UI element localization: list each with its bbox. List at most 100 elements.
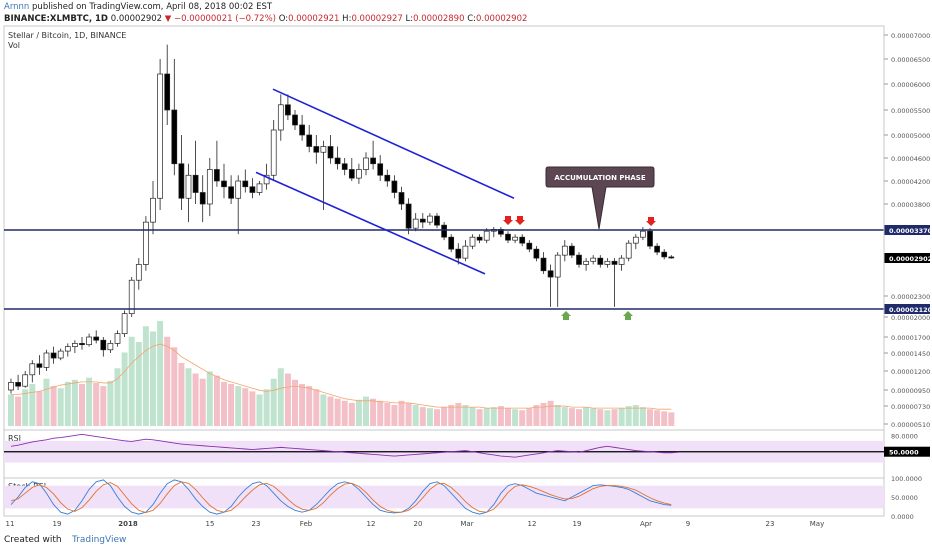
candle-body bbox=[533, 248, 540, 259]
candle-body bbox=[86, 336, 92, 346]
volume-bar bbox=[327, 396, 334, 426]
stoch-band bbox=[4, 485, 884, 509]
footer: Created with TradingView bbox=[0, 530, 932, 550]
price-tick-label: 0.00001450 bbox=[891, 350, 930, 358]
time-tick-label: 9 bbox=[686, 520, 690, 528]
volume-bar bbox=[192, 373, 199, 426]
price-tick-label: 0.00006500 bbox=[891, 56, 930, 64]
candle-body bbox=[292, 114, 298, 126]
high-value: 0.00002927 bbox=[351, 14, 403, 24]
candle-body bbox=[334, 157, 341, 165]
volume-bar bbox=[213, 375, 220, 426]
stoch-d-line bbox=[10, 481, 672, 514]
volume-bar bbox=[306, 386, 313, 426]
volume-bar bbox=[277, 368, 284, 426]
author-link[interactable]: Arnnn bbox=[4, 2, 30, 12]
volume-bar bbox=[505, 408, 511, 426]
close-value: 0.00002902 bbox=[476, 14, 528, 24]
price-tick-label: 0.00000950 bbox=[891, 387, 930, 395]
volume-bar bbox=[597, 409, 604, 426]
candle-body bbox=[285, 104, 291, 116]
chart-canvas[interactable]: Stellar / Bitcoin, 1D, BINANCE Vol 0.000… bbox=[0, 0, 932, 530]
publish-line: Arnnn published on TradingView.com, Apri… bbox=[4, 2, 272, 12]
candle-body bbox=[462, 245, 469, 259]
accumulation-callout-text: ACCUMULATION PHASE bbox=[554, 174, 645, 182]
volume-bar bbox=[561, 407, 568, 426]
volume-bar bbox=[654, 410, 661, 426]
up-arrow-icon bbox=[623, 311, 633, 320]
volume-bar bbox=[576, 409, 582, 426]
up-arrow-icon bbox=[561, 311, 571, 320]
candle-body bbox=[668, 256, 675, 259]
volume-bar bbox=[142, 326, 149, 426]
candle-body bbox=[398, 192, 405, 205]
volume-bar bbox=[71, 379, 78, 426]
candle-body bbox=[455, 248, 462, 259]
volume-bar bbox=[533, 405, 540, 426]
price-change: ▼ −0.00000021 (−0.72%) bbox=[164, 14, 276, 24]
candle-body bbox=[8, 382, 14, 391]
candle-body bbox=[157, 73, 163, 199]
candle-body bbox=[625, 242, 632, 259]
candle-body bbox=[100, 339, 107, 351]
volume-bar bbox=[547, 400, 554, 426]
volume-bar bbox=[604, 410, 611, 426]
candle-body bbox=[135, 264, 142, 281]
time-tick-label: 2018 bbox=[118, 520, 138, 528]
volume-bar bbox=[199, 378, 206, 426]
time-tick-label: 12 bbox=[528, 520, 537, 528]
low-label: L: bbox=[405, 14, 414, 24]
candle-body bbox=[505, 233, 511, 241]
candle-body bbox=[356, 169, 362, 179]
volume-bar bbox=[355, 399, 362, 426]
volume-bar bbox=[469, 407, 476, 426]
volume-bar bbox=[668, 412, 675, 426]
open-label: O: bbox=[278, 14, 289, 24]
volume-bar bbox=[50, 386, 57, 426]
volume-bar bbox=[462, 405, 469, 426]
volume-bar bbox=[43, 378, 50, 426]
volume-bar bbox=[412, 405, 419, 426]
volume-bar bbox=[15, 396, 22, 426]
volume-bar bbox=[171, 347, 178, 426]
volume-bar bbox=[185, 368, 192, 426]
candle-body bbox=[469, 236, 476, 247]
volume-bar bbox=[121, 352, 128, 426]
candle-body bbox=[313, 146, 320, 153]
volume-bar bbox=[256, 394, 263, 426]
volume-bar bbox=[405, 402, 412, 426]
volume-bar bbox=[661, 411, 668, 426]
price-tag-box bbox=[884, 304, 930, 314]
candle-body bbox=[419, 218, 426, 223]
candle-body bbox=[164, 73, 171, 111]
candle-body bbox=[277, 104, 284, 131]
time-axis: 11 19 2018 15 23 Feb 12 20 Mar 12 19 Apr 9 23 May bbox=[4, 515, 884, 528]
down-arrow-icon bbox=[503, 216, 513, 225]
volume-bar bbox=[377, 400, 384, 426]
volume-bar bbox=[384, 402, 391, 426]
candle-body bbox=[206, 169, 213, 205]
candle-body bbox=[370, 157, 376, 165]
price-tick-label: 0.00004600 bbox=[891, 155, 930, 163]
volume-bar bbox=[434, 409, 440, 426]
tradingview-brand[interactable]: TradingView bbox=[72, 535, 127, 545]
candle-body bbox=[270, 129, 277, 176]
volume-bar bbox=[313, 389, 320, 426]
volume-bar bbox=[341, 400, 348, 426]
low-value: 0.00002890 bbox=[413, 14, 465, 24]
main-pane-title: Stellar / Bitcoin, 1D, BINANCE bbox=[8, 31, 126, 40]
stoch-k-line bbox=[10, 479, 672, 515]
volume-bar bbox=[441, 407, 448, 426]
candle-body bbox=[29, 363, 36, 376]
candle-body bbox=[526, 242, 533, 250]
stoch-tick-label: 50.0000 bbox=[891, 494, 918, 502]
candle-body bbox=[448, 236, 455, 250]
volume-bar bbox=[320, 394, 327, 426]
candle-body bbox=[597, 257, 604, 265]
time-tick-label: May bbox=[810, 520, 824, 528]
candle-body bbox=[618, 257, 625, 265]
symbol-label: BINANCE:XLMBTC, 1D bbox=[4, 14, 108, 24]
candle-body bbox=[15, 382, 21, 387]
volume-bar bbox=[292, 379, 298, 426]
candle-body bbox=[150, 197, 156, 223]
